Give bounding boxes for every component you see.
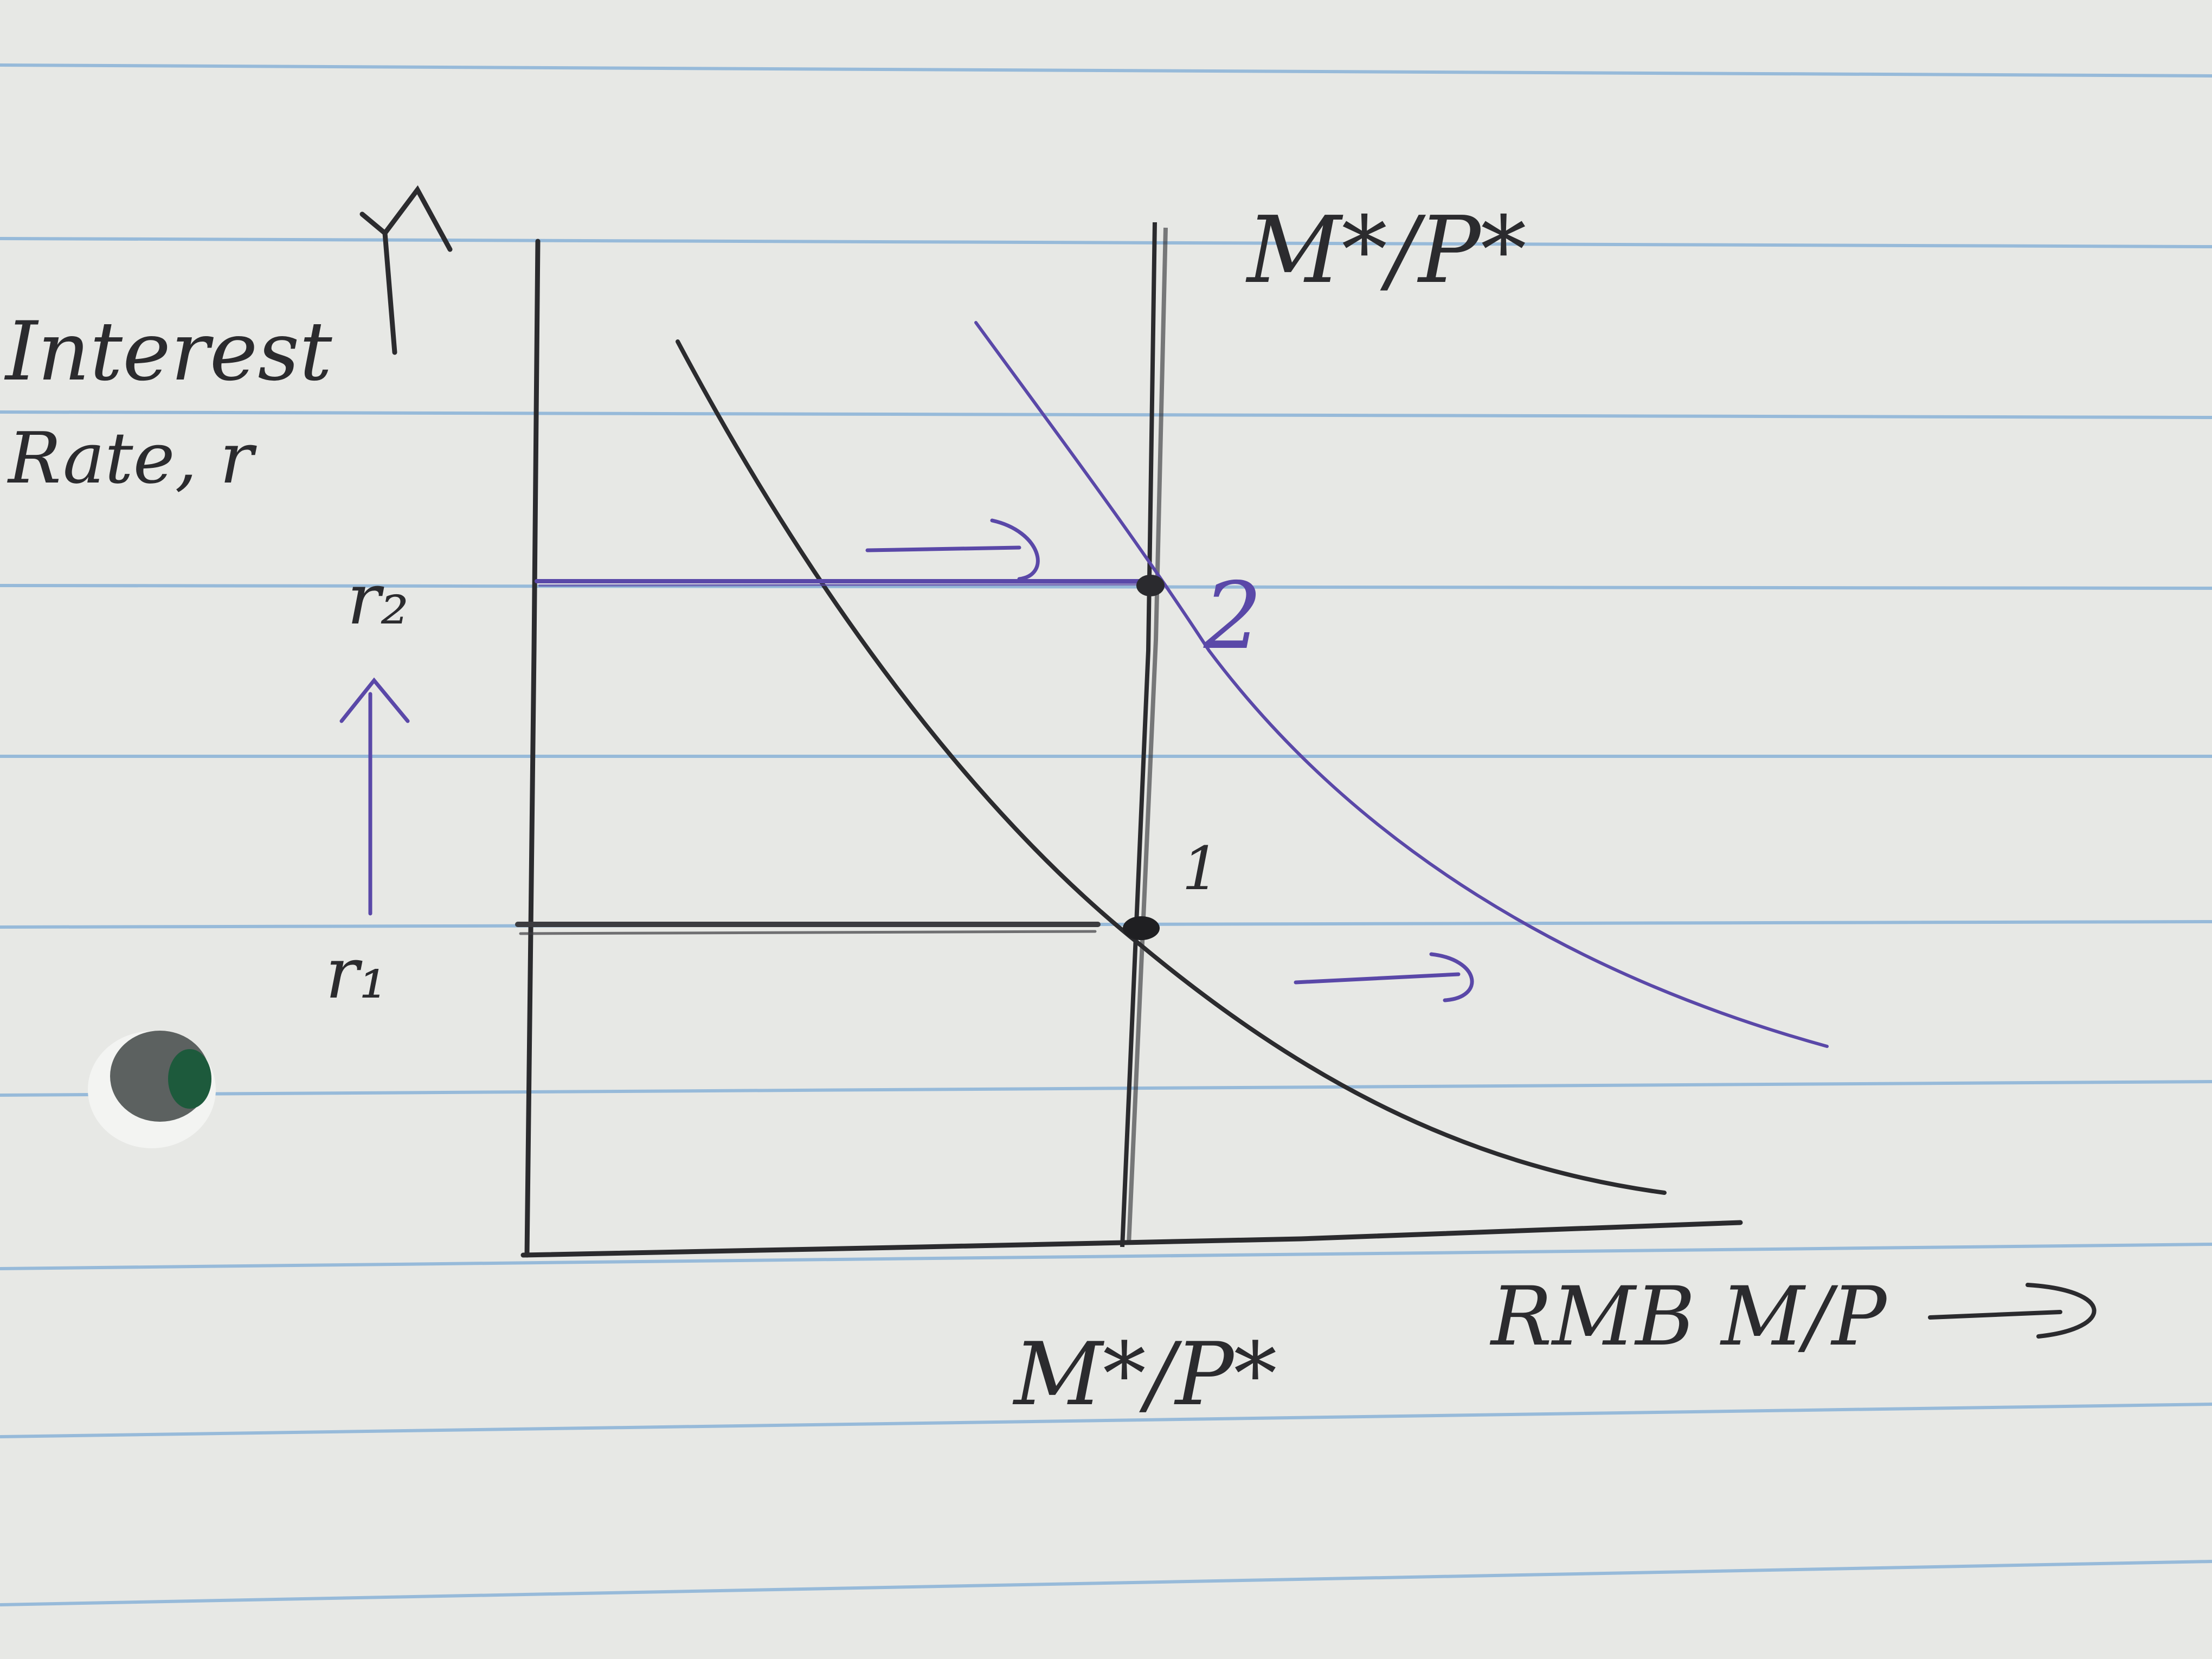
x-axis-arrow-icon — [1928, 1283, 2097, 1339]
axes — [520, 239, 1743, 1258]
interest-rise-arrow-icon — [339, 677, 410, 916]
money-demand-curve-2 — [974, 321, 1829, 1048]
x-axis — [520, 1220, 1743, 1258]
point-2-label: 2 — [1203, 563, 1262, 670]
supply-label-bottom: M*/P* — [1012, 1323, 1277, 1425]
point-1-label: 1 — [1182, 834, 1220, 903]
shift-arrow-lower-icon — [1294, 952, 1474, 1002]
punch-hole — [88, 1031, 216, 1148]
y-axis-label-line1: Interest — [4, 305, 332, 399]
y-axis — [524, 239, 541, 1258]
y-axis-label-line2: Rate, r — [7, 417, 257, 499]
r1-level-line — [515, 922, 1101, 935]
r2-level-line — [535, 579, 1149, 587]
supply-label-top: M*/P* — [1245, 197, 1527, 304]
y-axis-arrow-icon — [359, 185, 453, 355]
r1-label: r₁ — [325, 932, 387, 1014]
r2-label: r₂ — [347, 558, 409, 640]
money-supply-line — [1120, 222, 1168, 1248]
shift-arrow-upper-icon — [865, 518, 1040, 581]
equilibrium-point-1 — [1123, 916, 1160, 940]
ruled-lines — [0, 63, 2212, 1606]
equilibrium-point-2 — [1136, 575, 1165, 596]
x-axis-label: RMB M/P — [1489, 1270, 1888, 1364]
